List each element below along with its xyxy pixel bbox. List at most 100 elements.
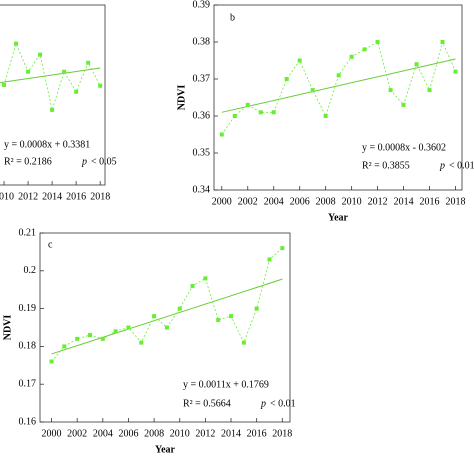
data-point	[152, 314, 157, 319]
data-point	[219, 132, 224, 137]
y-tick-label: 0.39	[193, 0, 211, 10]
r-squared: R² = 0.2186	[4, 156, 52, 167]
x-tick-label: 2016	[66, 191, 86, 202]
equation: y = 0.0008x + 0.3381	[4, 139, 90, 150]
data-point	[375, 40, 380, 44]
x-tick-label: 2016	[420, 196, 440, 207]
x-tick-label: 2012	[18, 191, 38, 202]
x-tick-label: 2002	[238, 196, 258, 207]
y-tick-label: 0.35	[193, 147, 211, 158]
x-tick-label: 2008	[316, 196, 336, 207]
x-tick-label: 2010	[342, 196, 362, 207]
data-point	[453, 69, 458, 74]
plot-frame	[213, 4, 463, 191]
p-value: < 0.01	[270, 398, 296, 409]
y-tick-label: 0.38	[193, 36, 211, 47]
r-squared: R² = 0.5664	[183, 398, 231, 409]
x-tick-label: 2008	[144, 428, 164, 439]
data-point	[280, 246, 285, 251]
data-point	[113, 329, 118, 334]
x-tick-label: 2004	[264, 196, 284, 207]
data-point	[284, 77, 289, 81]
y-tick-label: 0.34	[193, 184, 211, 195]
p-symbol: p	[81, 156, 87, 167]
data-point	[440, 40, 445, 44]
x-tick-label: 2006	[118, 428, 138, 439]
data-point	[190, 283, 195, 288]
equation: y = 0.0008x - 0.3602	[362, 142, 446, 153]
y-tick-label: 0.18	[19, 341, 37, 352]
data-point	[75, 336, 80, 341]
data-point	[336, 73, 341, 78]
x-tick-label: 2000	[212, 196, 232, 207]
data-point	[297, 58, 302, 63]
data-point	[177, 306, 182, 311]
x-tick-label: 2012	[368, 196, 388, 207]
data-point	[62, 344, 67, 349]
data-point	[388, 88, 393, 93]
data-point	[216, 317, 221, 322]
data-point	[245, 102, 250, 107]
x-tick-label: 2016	[247, 428, 267, 439]
x-tick-label: 2012	[195, 428, 215, 439]
data-point	[254, 306, 259, 311]
data-point	[362, 47, 367, 52]
r-squared: R² = 0.3855	[362, 160, 410, 171]
data-point	[258, 110, 263, 115]
x-axis-title: Year	[155, 444, 176, 455]
plot-frame	[39, 232, 291, 423]
trend-line	[221, 58, 456, 113]
trend-line	[51, 278, 283, 355]
data-point	[14, 41, 19, 46]
data-point	[241, 340, 246, 345]
data-point	[62, 69, 67, 74]
x-tick-label: 2014	[42, 191, 62, 202]
x-tick-label: 2006	[290, 196, 310, 207]
data-point	[38, 52, 43, 57]
data-point	[49, 359, 54, 364]
p-value: < 0.01	[449, 160, 474, 171]
data-point	[86, 60, 91, 65]
data-point	[74, 89, 79, 94]
x-tick-label: 2018	[90, 191, 110, 202]
data-point	[100, 336, 105, 341]
data-point	[164, 325, 169, 330]
x-tick-label: 2010	[170, 428, 190, 439]
x-tick-label: 2018	[272, 428, 292, 439]
x-tick-label: 2004	[93, 428, 113, 439]
panel-label: b	[230, 12, 235, 23]
x-tick-label: 2010	[0, 191, 14, 202]
y-axis-title: NDVI	[2, 315, 13, 341]
y-axis-title: NDVI	[176, 85, 187, 111]
x-tick-label: 2002	[67, 428, 87, 439]
series-line	[3, 42, 101, 112]
data-point	[349, 54, 354, 59]
plot-frame	[0, 4, 106, 186]
data-point	[98, 83, 103, 88]
data-point	[427, 88, 432, 93]
y-tick-label: 0.2	[24, 265, 37, 276]
series-line	[51, 247, 283, 362]
data-point	[401, 102, 406, 107]
panel-label: c	[48, 239, 53, 250]
data-point	[267, 257, 272, 262]
data-point	[88, 333, 92, 338]
data-point	[50, 107, 55, 112]
equation: y = 0.0011x + 0.1769	[183, 379, 269, 390]
p-symbol: p	[260, 398, 266, 409]
data-point	[323, 114, 328, 118]
x-tick-label: 2000	[42, 428, 62, 439]
data-point	[229, 314, 234, 319]
y-tick-label: 0.37	[193, 73, 211, 84]
y-tick-label: 0.21	[19, 227, 37, 238]
y-tick-label: 0.19	[19, 303, 37, 314]
p-value: < 0.05	[91, 156, 117, 167]
trend-line	[0, 67, 101, 84]
x-tick-label: 2014	[394, 196, 414, 207]
data-point	[232, 114, 237, 118]
x-tick-label: 2014	[221, 428, 241, 439]
y-tick-label: 0.16	[19, 416, 37, 427]
data-point	[126, 325, 131, 330]
data-point	[414, 62, 419, 67]
